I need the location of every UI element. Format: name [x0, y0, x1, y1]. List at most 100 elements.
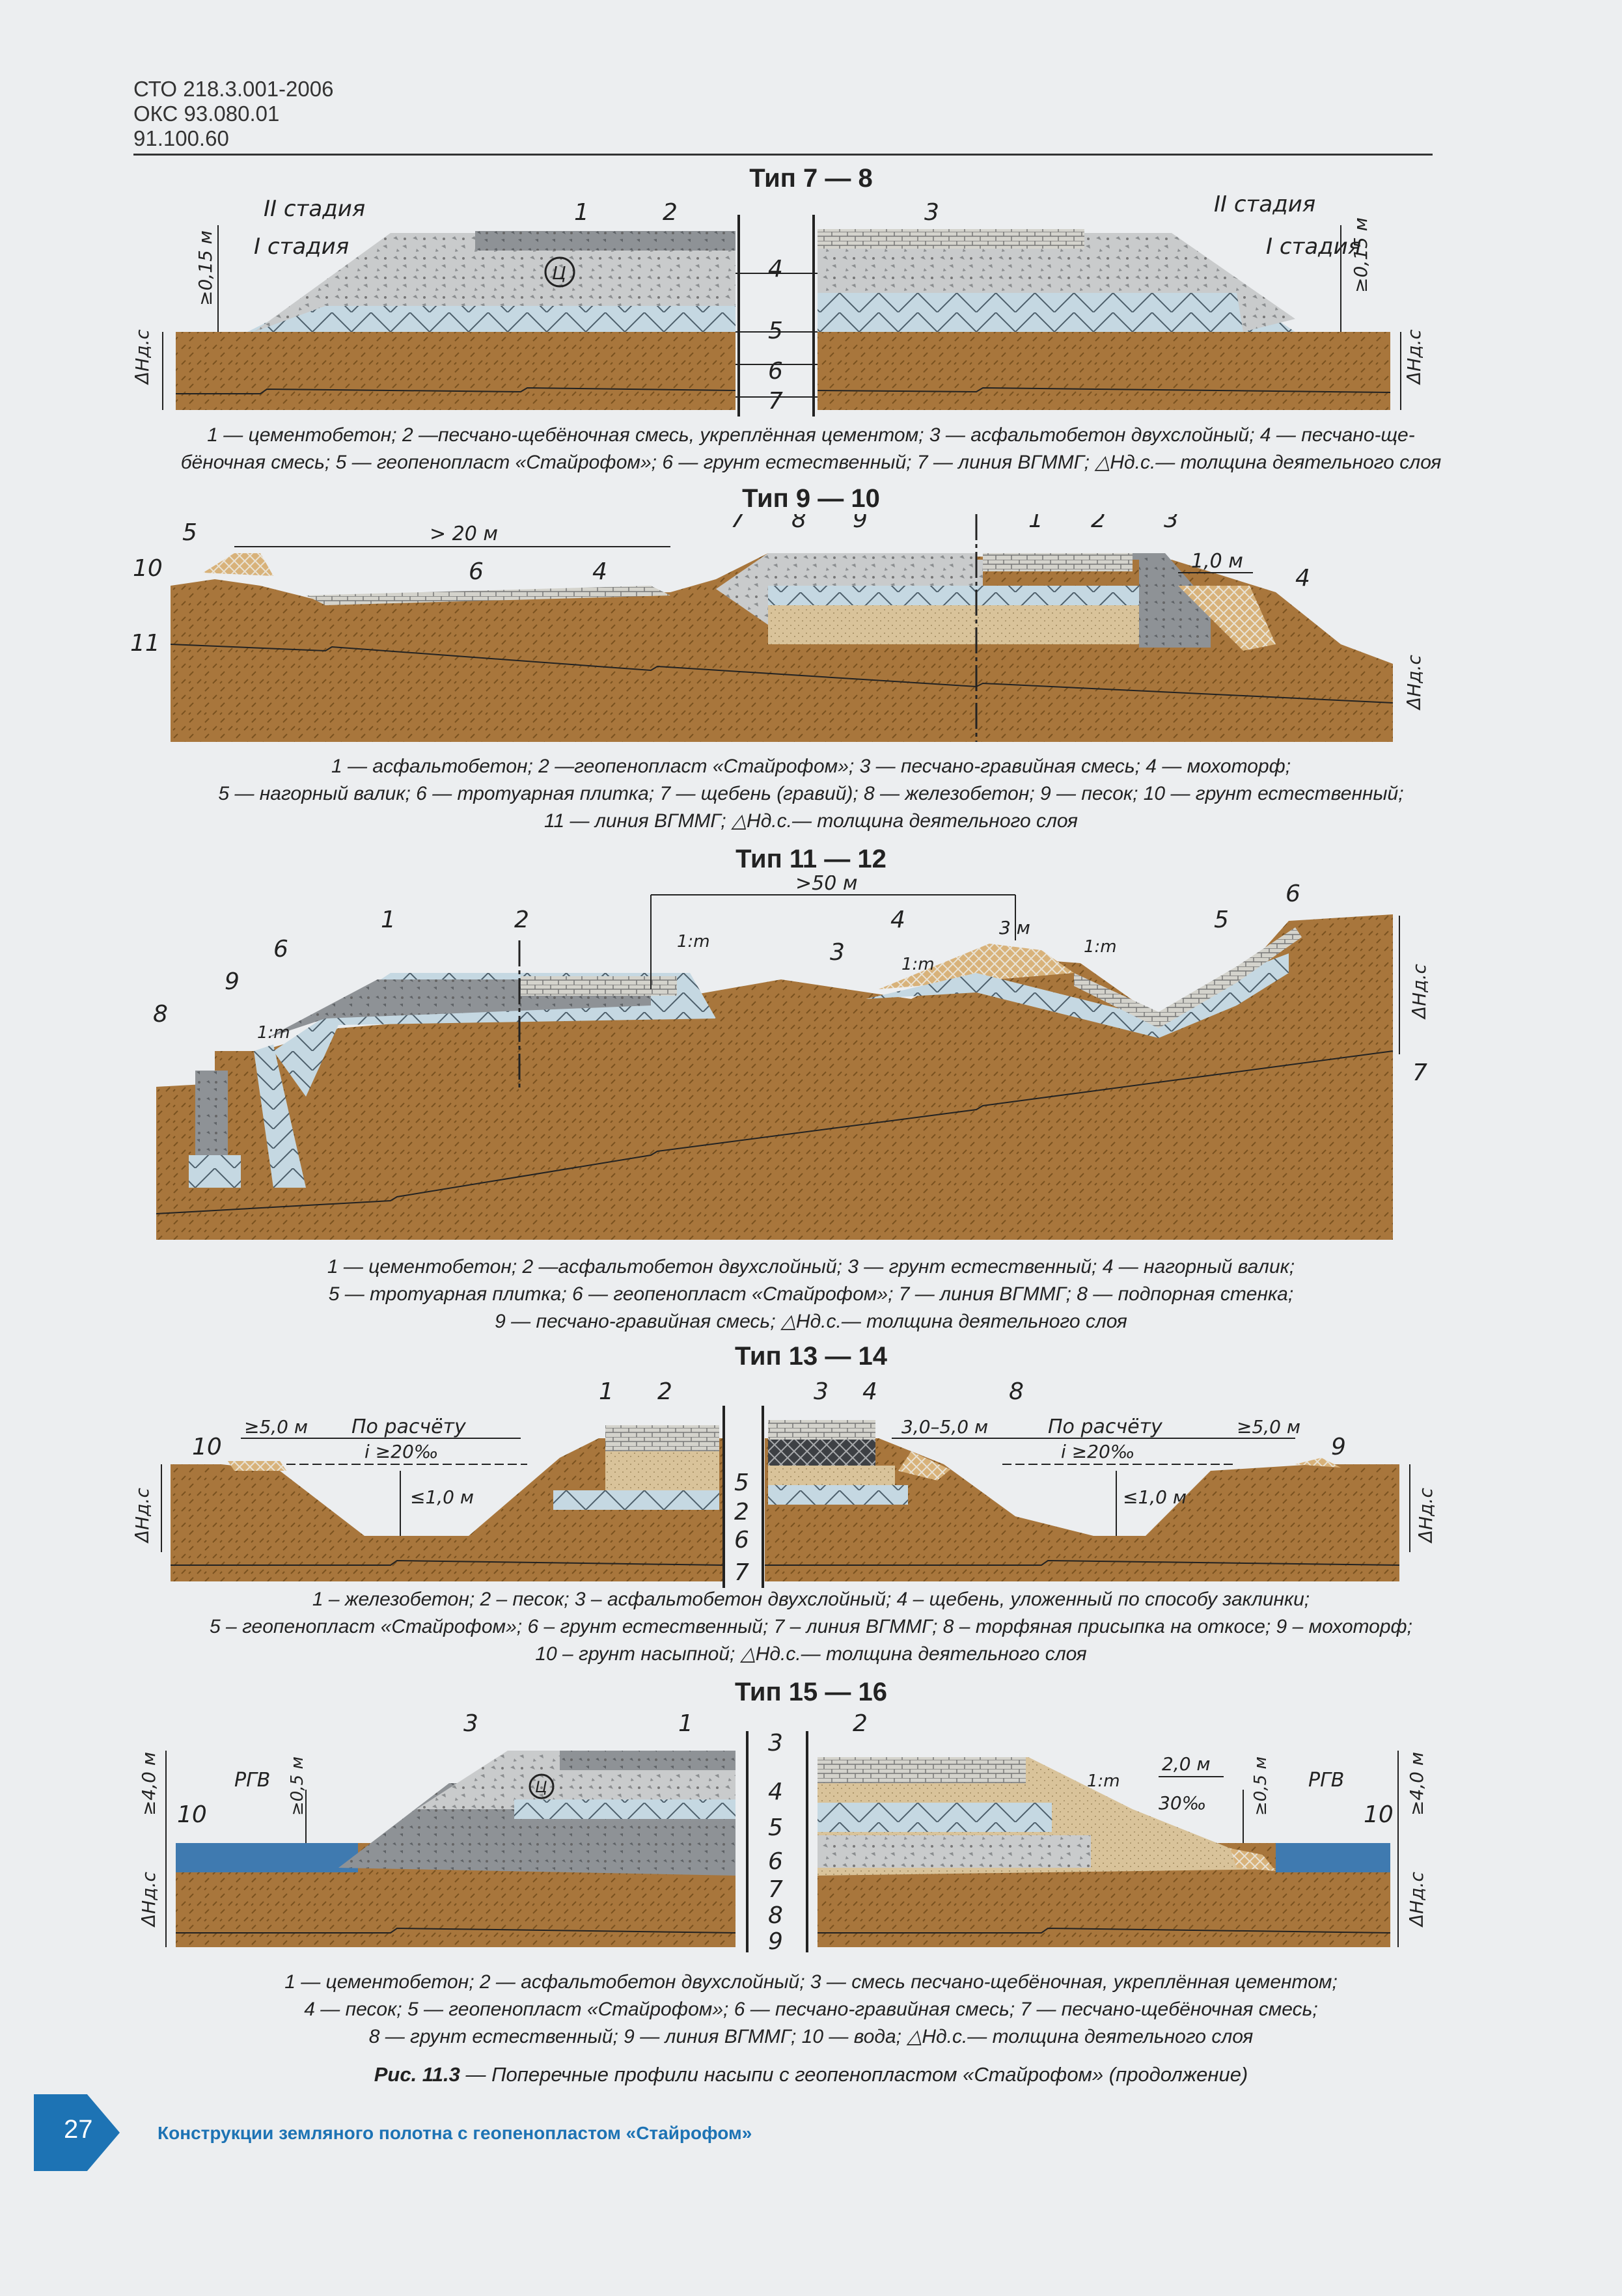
- label-n7: 7: [734, 1559, 749, 1586]
- label-n3-mid: 3: [768, 1730, 783, 1756]
- document-header: СТО 218.3.001-2006 ОКС 93.080.01 91.100.…: [133, 77, 333, 151]
- label-dh-right: ΔHд.с: [1403, 329, 1425, 385]
- label-n2: 2: [663, 199, 678, 226]
- label-slope-2: 1:m: [901, 955, 935, 974]
- caption-15-16: 1 — цементобетон; 2 — асфальтобетон двух…: [284, 1971, 1338, 2047]
- label-dim40-left: ≥4,0 м: [138, 1752, 159, 1816]
- label-n4: 4: [768, 256, 783, 282]
- label-slope-3: 1:m: [1084, 937, 1117, 957]
- diagram-type-11-12: >50 м 3 м 1:m 1:m 1:m 1:m 1 2 3 4 5 6 6 …: [153, 875, 1430, 1240]
- label-n7: 7: [1412, 1059, 1427, 1086]
- page-number: 27: [64, 2115, 93, 2144]
- label-n10: 10: [192, 1434, 222, 1460]
- label-n2: 2: [853, 1710, 868, 1737]
- label-n8: 8: [153, 1001, 168, 1028]
- label-n4: 4: [768, 1779, 783, 1805]
- header-rule: [133, 154, 1433, 156]
- label-rgv-left: РГВ: [234, 1769, 270, 1792]
- label-calc-right: По расчёту: [1048, 1415, 1163, 1438]
- label-n3: 3: [830, 939, 845, 966]
- label-n10-right: 10: [1364, 1801, 1394, 1828]
- label-dim5-right: ≥5,0 м: [1237, 1416, 1300, 1438]
- label-stage1-right: I стадия: [1266, 234, 1361, 260]
- label-slope-1: 1:m: [677, 932, 710, 951]
- label-dim-right: ≥0,15 м: [1350, 217, 1371, 293]
- label-n1: 1: [678, 1710, 693, 1737]
- label-n1: 1: [381, 907, 396, 933]
- label-grade-left: i ≥20‰: [364, 1441, 439, 1462]
- label-n8: 8: [791, 514, 806, 533]
- label-dim1-right: ≤1,0 м: [1123, 1486, 1187, 1508]
- standard-code: СТО 218.3.001-2006: [133, 77, 334, 101]
- label-n5: 5: [734, 1469, 749, 1496]
- label-stage1-left: I стадия: [254, 234, 349, 260]
- label-grade: 30‰: [1159, 1792, 1206, 1814]
- label-n10-left: 10: [177, 1801, 207, 1828]
- section-title-9-10: Тип 9 — 10: [742, 484, 880, 513]
- figure-caption: Рис. 11.3 — Поперечные профили насыпи с …: [98, 2063, 1524, 2086]
- label-n2-top: 2: [657, 1378, 672, 1405]
- label-n6-left: 6: [273, 936, 288, 963]
- figure-text: — Поперечные профили насыпи с геопенопла…: [460, 2063, 1248, 2086]
- figure-number: Рис. 11.3: [374, 2063, 460, 2086]
- label-dim1-left: ≤1,0 м: [410, 1486, 474, 1508]
- udc-code: 91.100.60: [133, 126, 229, 150]
- label-n1: 1: [599, 1378, 614, 1405]
- label-n8: 8: [1009, 1378, 1024, 1405]
- label-n7: 7: [768, 1876, 783, 1903]
- section-title-7-8: Тип 7 — 8: [749, 164, 873, 193]
- label-n9: 9: [225, 968, 240, 995]
- caption-11-12: 1 — цементобетон; 2 —асфальтобетон двухс…: [327, 1256, 1295, 1332]
- label-n7: 7: [730, 514, 745, 533]
- label-dim50: >50 м: [795, 875, 857, 895]
- label-n5: 5: [768, 1814, 783, 1841]
- label-n1: 1: [574, 199, 589, 226]
- label-dim3: 3 м: [999, 917, 1030, 938]
- label-slope: 1:m: [1087, 1771, 1120, 1791]
- label-rgv-right: РГВ: [1308, 1769, 1344, 1792]
- diagram-type-15-16: Ц РГВ РГВ ≥0,5 м ≥0,5 м ≥4,0 м ≥4,0 м ΔH…: [138, 1710, 1427, 1952]
- label-dim35: 3,0–5,0 м: [901, 1416, 988, 1438]
- label-n4-left: 4: [592, 558, 607, 585]
- section-title-13-14: Тип 13 — 14: [735, 1342, 887, 1371]
- diagram-type-9-10: > 20 м 1,0 м 5 10 11 6 4 7 8 9 1 2 3 4 Δ…: [130, 514, 1425, 742]
- diagram-type-7-8: Ц II стадия I стадия II стадия I стадия …: [131, 195, 1425, 417]
- label-calc-left: По расчёту: [351, 1415, 467, 1438]
- label-n6: 6: [734, 1527, 749, 1553]
- label-n6: 6: [768, 1848, 783, 1875]
- label-n2-mid: 2: [734, 1499, 749, 1525]
- label-n3: 3: [1164, 514, 1179, 533]
- label-n11: 11: [130, 630, 160, 657]
- label-dh-left: ΔHд.с: [131, 329, 153, 385]
- label-n2: 2: [514, 907, 529, 933]
- label-n9: 9: [1331, 1434, 1346, 1460]
- label-n5: 5: [182, 519, 197, 546]
- label-dh-left: ΔHд.с: [131, 1488, 153, 1544]
- label-n3: 3: [814, 1378, 829, 1405]
- label-n1: 1: [1028, 514, 1043, 533]
- label-n4: 4: [862, 1378, 877, 1405]
- label-dim05-right: ≥0,5 м: [1251, 1756, 1271, 1816]
- label-n2: 2: [1091, 514, 1106, 533]
- caption-13-14: 1 – железобетон; 2 – песок; 3 – асфальто…: [210, 1589, 1412, 1665]
- section-title-11-12: Тип 11 — 12: [735, 845, 887, 873]
- label-cement-mark: Ц: [535, 1778, 547, 1796]
- footer-title: Конструкции земляного полотна с геопеноп…: [158, 2123, 752, 2143]
- label-n4: 4: [890, 907, 905, 933]
- label-n8: 8: [768, 1902, 783, 1929]
- label-dim5-left: ≥5,0 м: [244, 1416, 308, 1438]
- label-n4-right: 4: [1295, 565, 1310, 592]
- label-dim20: > 20 м: [430, 523, 498, 545]
- label-n6: 6: [469, 558, 484, 585]
- label-dim40-right: ≥4,0 м: [1406, 1752, 1427, 1816]
- oks-code: ОКС 93.080.01: [133, 102, 280, 126]
- label-n3-left: 3: [463, 1710, 478, 1737]
- label-dh-right: ΔHд.с: [1415, 1488, 1436, 1544]
- label-n9: 9: [768, 1928, 783, 1952]
- label-stage2-right: II стадия: [1214, 195, 1315, 217]
- label-dim20: 2,0 м: [1162, 1753, 1211, 1775]
- label-dim10: 1,0 м: [1191, 550, 1243, 573]
- label-dim05-left: ≥0,5 м: [288, 1756, 307, 1816]
- label-n9: 9: [853, 514, 868, 533]
- label-dh: ΔHд.с: [1409, 964, 1430, 1020]
